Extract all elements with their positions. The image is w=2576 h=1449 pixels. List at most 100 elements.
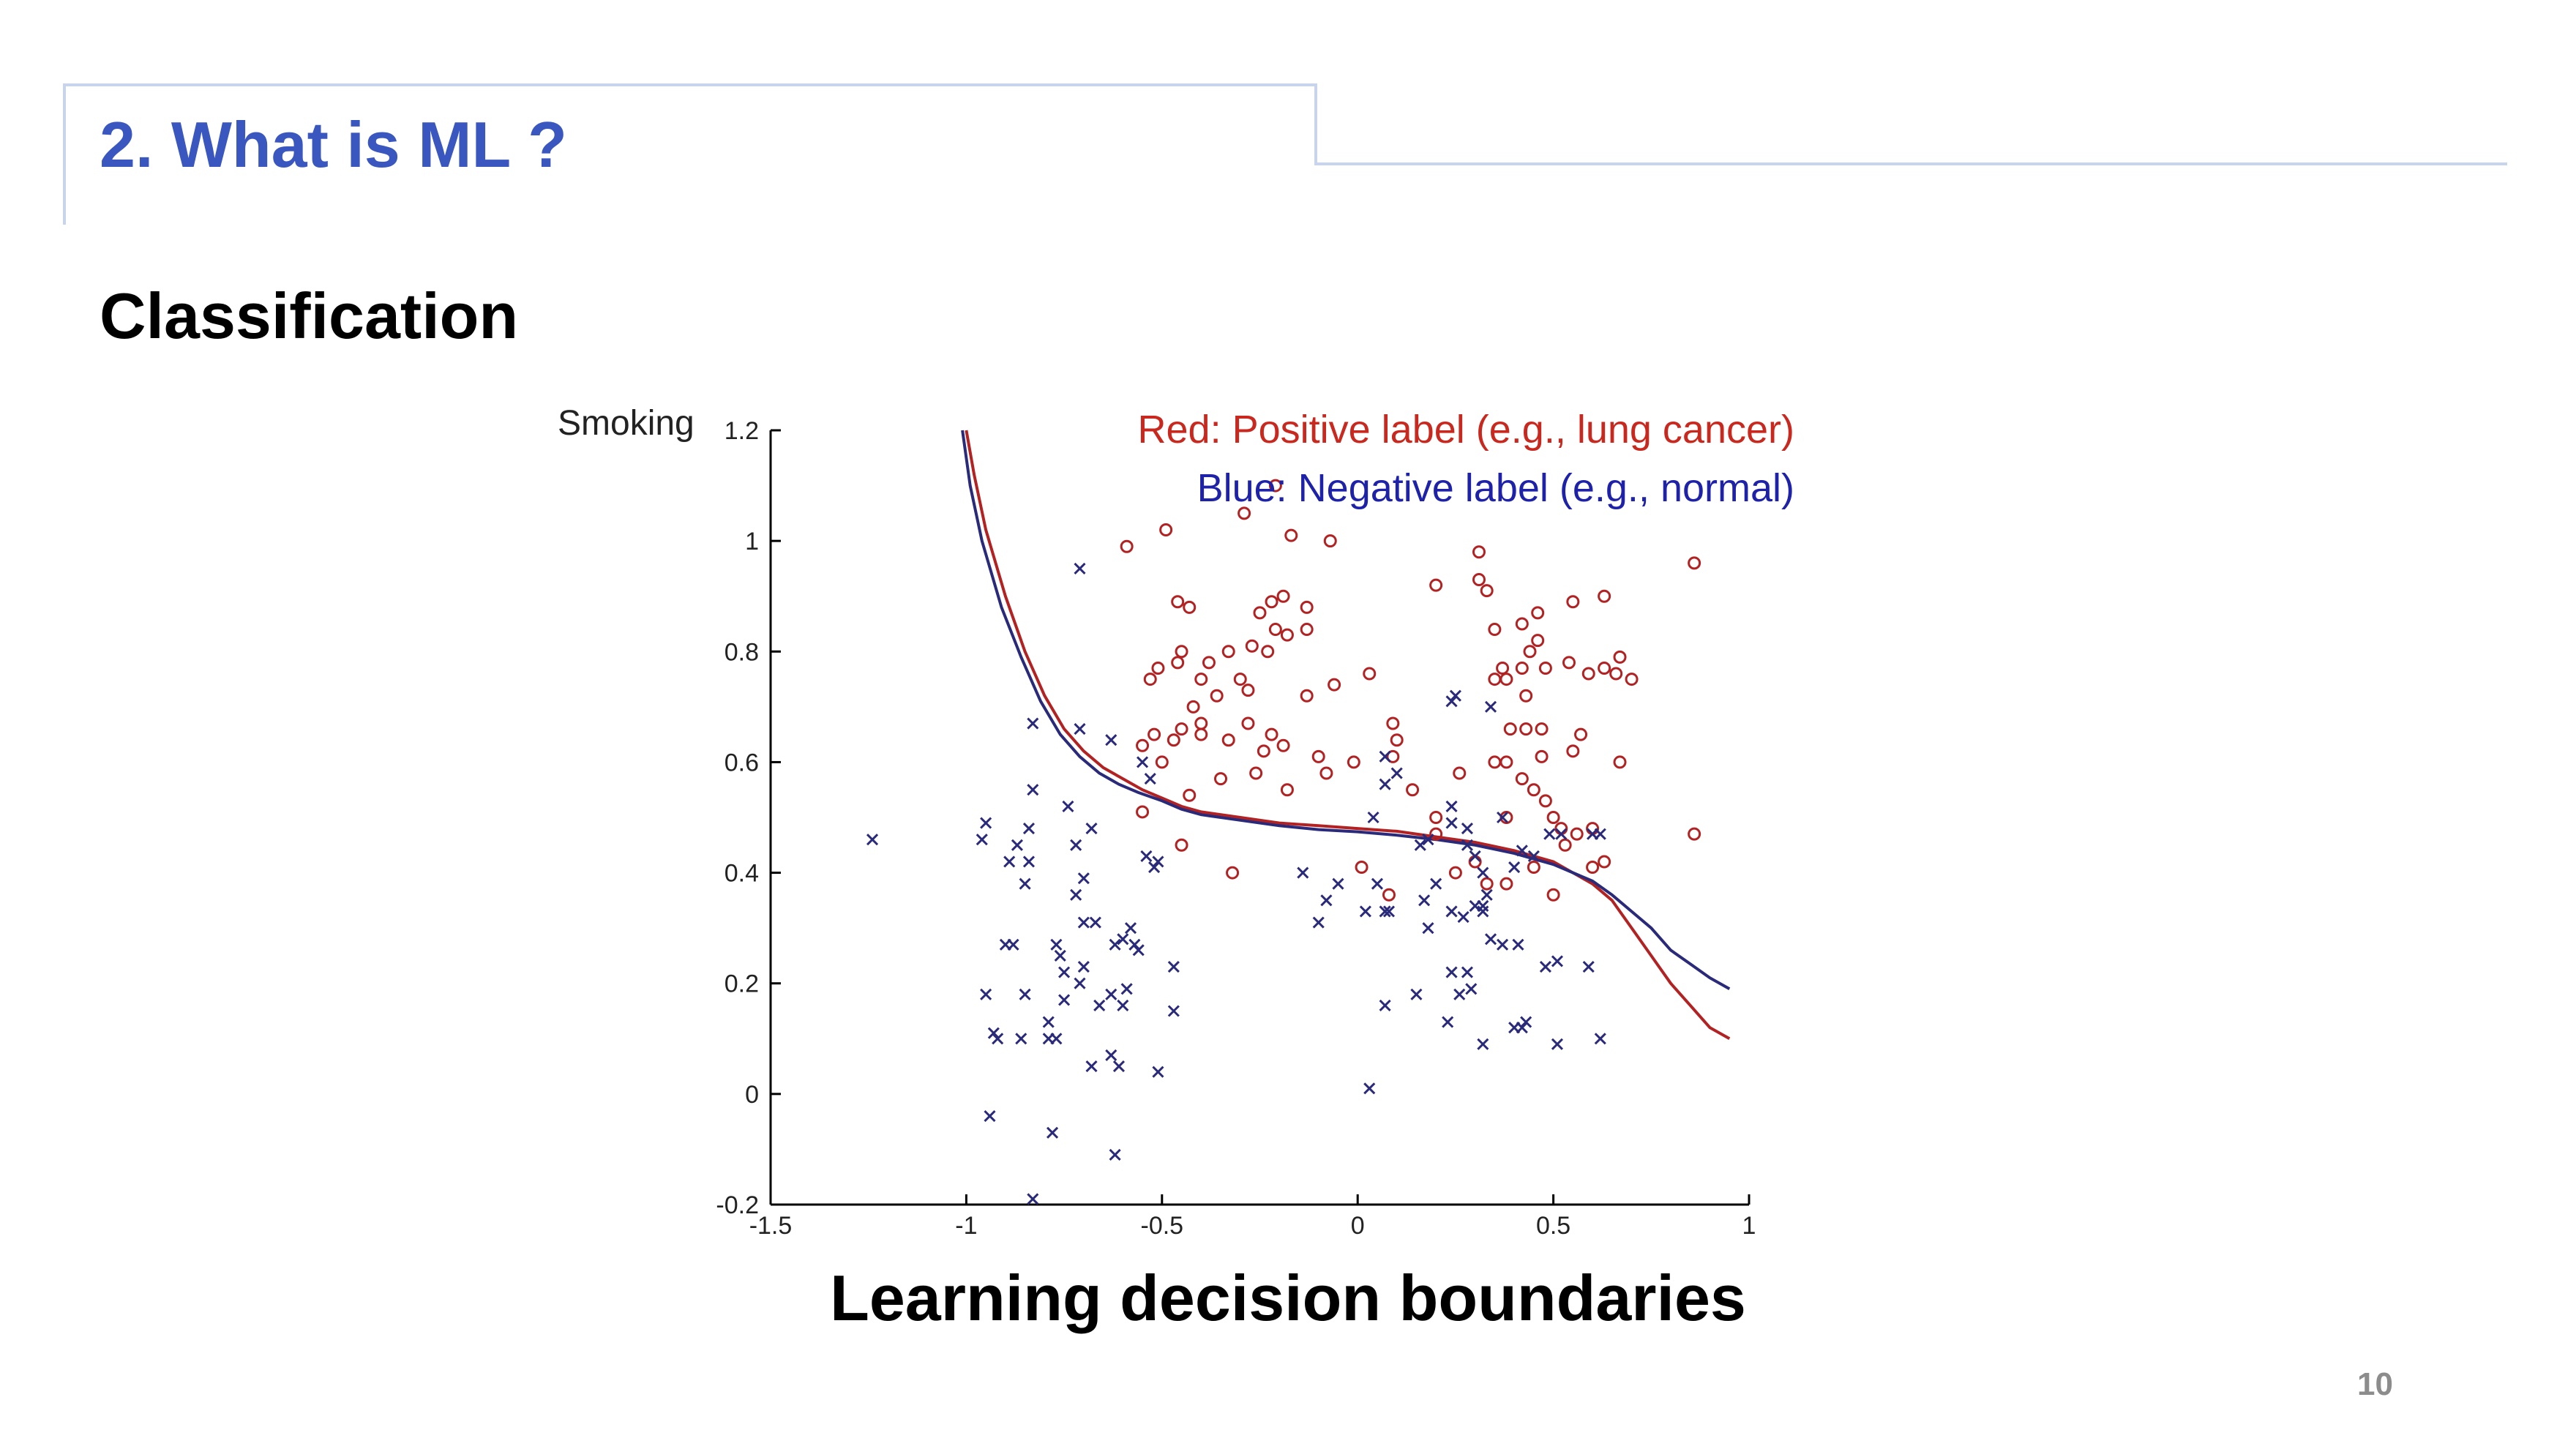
- negative-point-stroke: [1109, 1148, 1121, 1161]
- negative-point-stroke: [1379, 905, 1391, 918]
- negative-point-stroke: [1422, 834, 1434, 846]
- title-frame-top: [63, 83, 1316, 86]
- positive-point: [1241, 716, 1255, 730]
- negative-point: [1117, 999, 1129, 1012]
- negative-point: [1551, 1038, 1564, 1050]
- negative-point: [1539, 960, 1551, 973]
- positive-point: [1531, 606, 1545, 620]
- negative-point: [1019, 877, 1031, 890]
- positive-point: [1265, 595, 1278, 609]
- negative-point: [1461, 966, 1474, 978]
- positive-point: [1323, 534, 1337, 548]
- positive-point: [1171, 656, 1185, 670]
- positive-point: [1480, 584, 1494, 598]
- negative-point: [1445, 966, 1458, 978]
- negative-point: [1516, 1022, 1528, 1034]
- negative-point-stroke: [1070, 888, 1082, 901]
- negative-point-stroke: [1019, 877, 1031, 890]
- positive-point: [1284, 528, 1298, 542]
- negative-point: [1363, 1082, 1376, 1095]
- positive-point: [1300, 689, 1314, 703]
- positive-point: [1390, 733, 1404, 747]
- negative-point: [1058, 966, 1071, 978]
- negative-point-stroke: [1418, 894, 1431, 907]
- negative-point-stroke: [1062, 800, 1074, 812]
- negative-point-stroke: [1594, 1033, 1606, 1045]
- negative-point: [1465, 983, 1478, 995]
- negative-point-stroke: [1594, 828, 1606, 840]
- negative-point: [1371, 877, 1384, 890]
- negative-point: [1551, 955, 1564, 967]
- data-points: [866, 479, 1701, 1205]
- positive-point: [1241, 684, 1255, 697]
- negative-point-stroke: [1074, 562, 1086, 574]
- y-tick-label: 1: [745, 528, 759, 555]
- positive-point: [1472, 545, 1486, 559]
- negative-point: [1359, 905, 1371, 918]
- negative-point-stroke: [1085, 823, 1098, 835]
- positive-point: [1688, 556, 1701, 570]
- negative-point: [1144, 773, 1156, 785]
- scatter-chart: -1.5 -1 -0.5 0 0.5 1 -0.2 0 0.2 0.4 0.6 0.8 1 1.2 Smo…: [542, 377, 1800, 1240]
- positive-point: [1613, 755, 1627, 769]
- negative-point-stroke: [1497, 938, 1509, 951]
- negative-point-stroke: [1042, 1016, 1055, 1028]
- negative-point: [1109, 1148, 1121, 1161]
- positive-point: [1515, 661, 1529, 675]
- positive-point: [1175, 838, 1188, 852]
- negative-point-stroke: [1422, 922, 1434, 935]
- negative-point: [1062, 800, 1074, 812]
- negative-point: [1011, 839, 1023, 851]
- negative-point-stroke: [1551, 1038, 1564, 1050]
- negative-point: [1469, 850, 1481, 862]
- positive-point: [1210, 689, 1224, 703]
- positive-point: [1363, 667, 1377, 681]
- negative-point: [1136, 756, 1149, 768]
- negative-point: [1093, 999, 1106, 1012]
- negative-point-stroke: [980, 988, 992, 1000]
- negative-point: [1003, 855, 1016, 868]
- negative-point-stroke: [1555, 828, 1568, 840]
- positive-point: [1386, 716, 1400, 730]
- negative-point: [1527, 850, 1540, 862]
- negative-point-stroke: [1058, 994, 1071, 1006]
- negative-point: [1105, 1049, 1117, 1062]
- chart-background: [542, 377, 1800, 1240]
- y-tick-label: 0.4: [724, 860, 759, 888]
- negative-point: [984, 1110, 996, 1123]
- positive-point: [1499, 877, 1513, 891]
- negative-point: [992, 1033, 1004, 1045]
- decision-boundary-positive: [965, 430, 1731, 1041]
- positive-point: [1268, 479, 1282, 493]
- title-frame-step: [1314, 83, 1317, 165]
- y-tick-label: 0: [745, 1081, 759, 1109]
- negative-point: [1453, 988, 1466, 1000]
- negative-point-stroke: [1015, 1033, 1027, 1045]
- negative-point-stroke: [1152, 1066, 1164, 1078]
- negative-point: [1379, 905, 1391, 918]
- positive-point: [1155, 755, 1169, 769]
- negative-point-stroke: [1512, 938, 1524, 951]
- negative-point: [1379, 778, 1391, 790]
- negative-point-stroke: [1379, 750, 1391, 763]
- figure-caption: Learning decision boundaries: [830, 1262, 1746, 1334]
- positive-point: [1519, 722, 1533, 736]
- negative-point-stroke: [1367, 811, 1379, 824]
- positive-point: [1566, 744, 1580, 758]
- positive-point: [1221, 733, 1235, 747]
- negative-point: [1046, 1126, 1059, 1139]
- negative-point: [1484, 700, 1497, 713]
- negative-point-stroke: [1070, 839, 1082, 851]
- positive-point: [1171, 595, 1185, 609]
- positive-point: [1527, 783, 1540, 797]
- negative-point-stroke: [1445, 800, 1458, 812]
- negative-point-stroke: [1050, 938, 1063, 951]
- negative-point: [1027, 784, 1039, 796]
- slide-title: 2. What is ML ?: [100, 108, 567, 181]
- negative-point-stroke: [1027, 784, 1039, 796]
- positive-point: [1538, 661, 1552, 675]
- negative-point-stroke: [984, 1110, 996, 1123]
- positive-point: [1120, 539, 1134, 553]
- negative-point: [1140, 850, 1153, 862]
- positive-point: [1280, 628, 1294, 642]
